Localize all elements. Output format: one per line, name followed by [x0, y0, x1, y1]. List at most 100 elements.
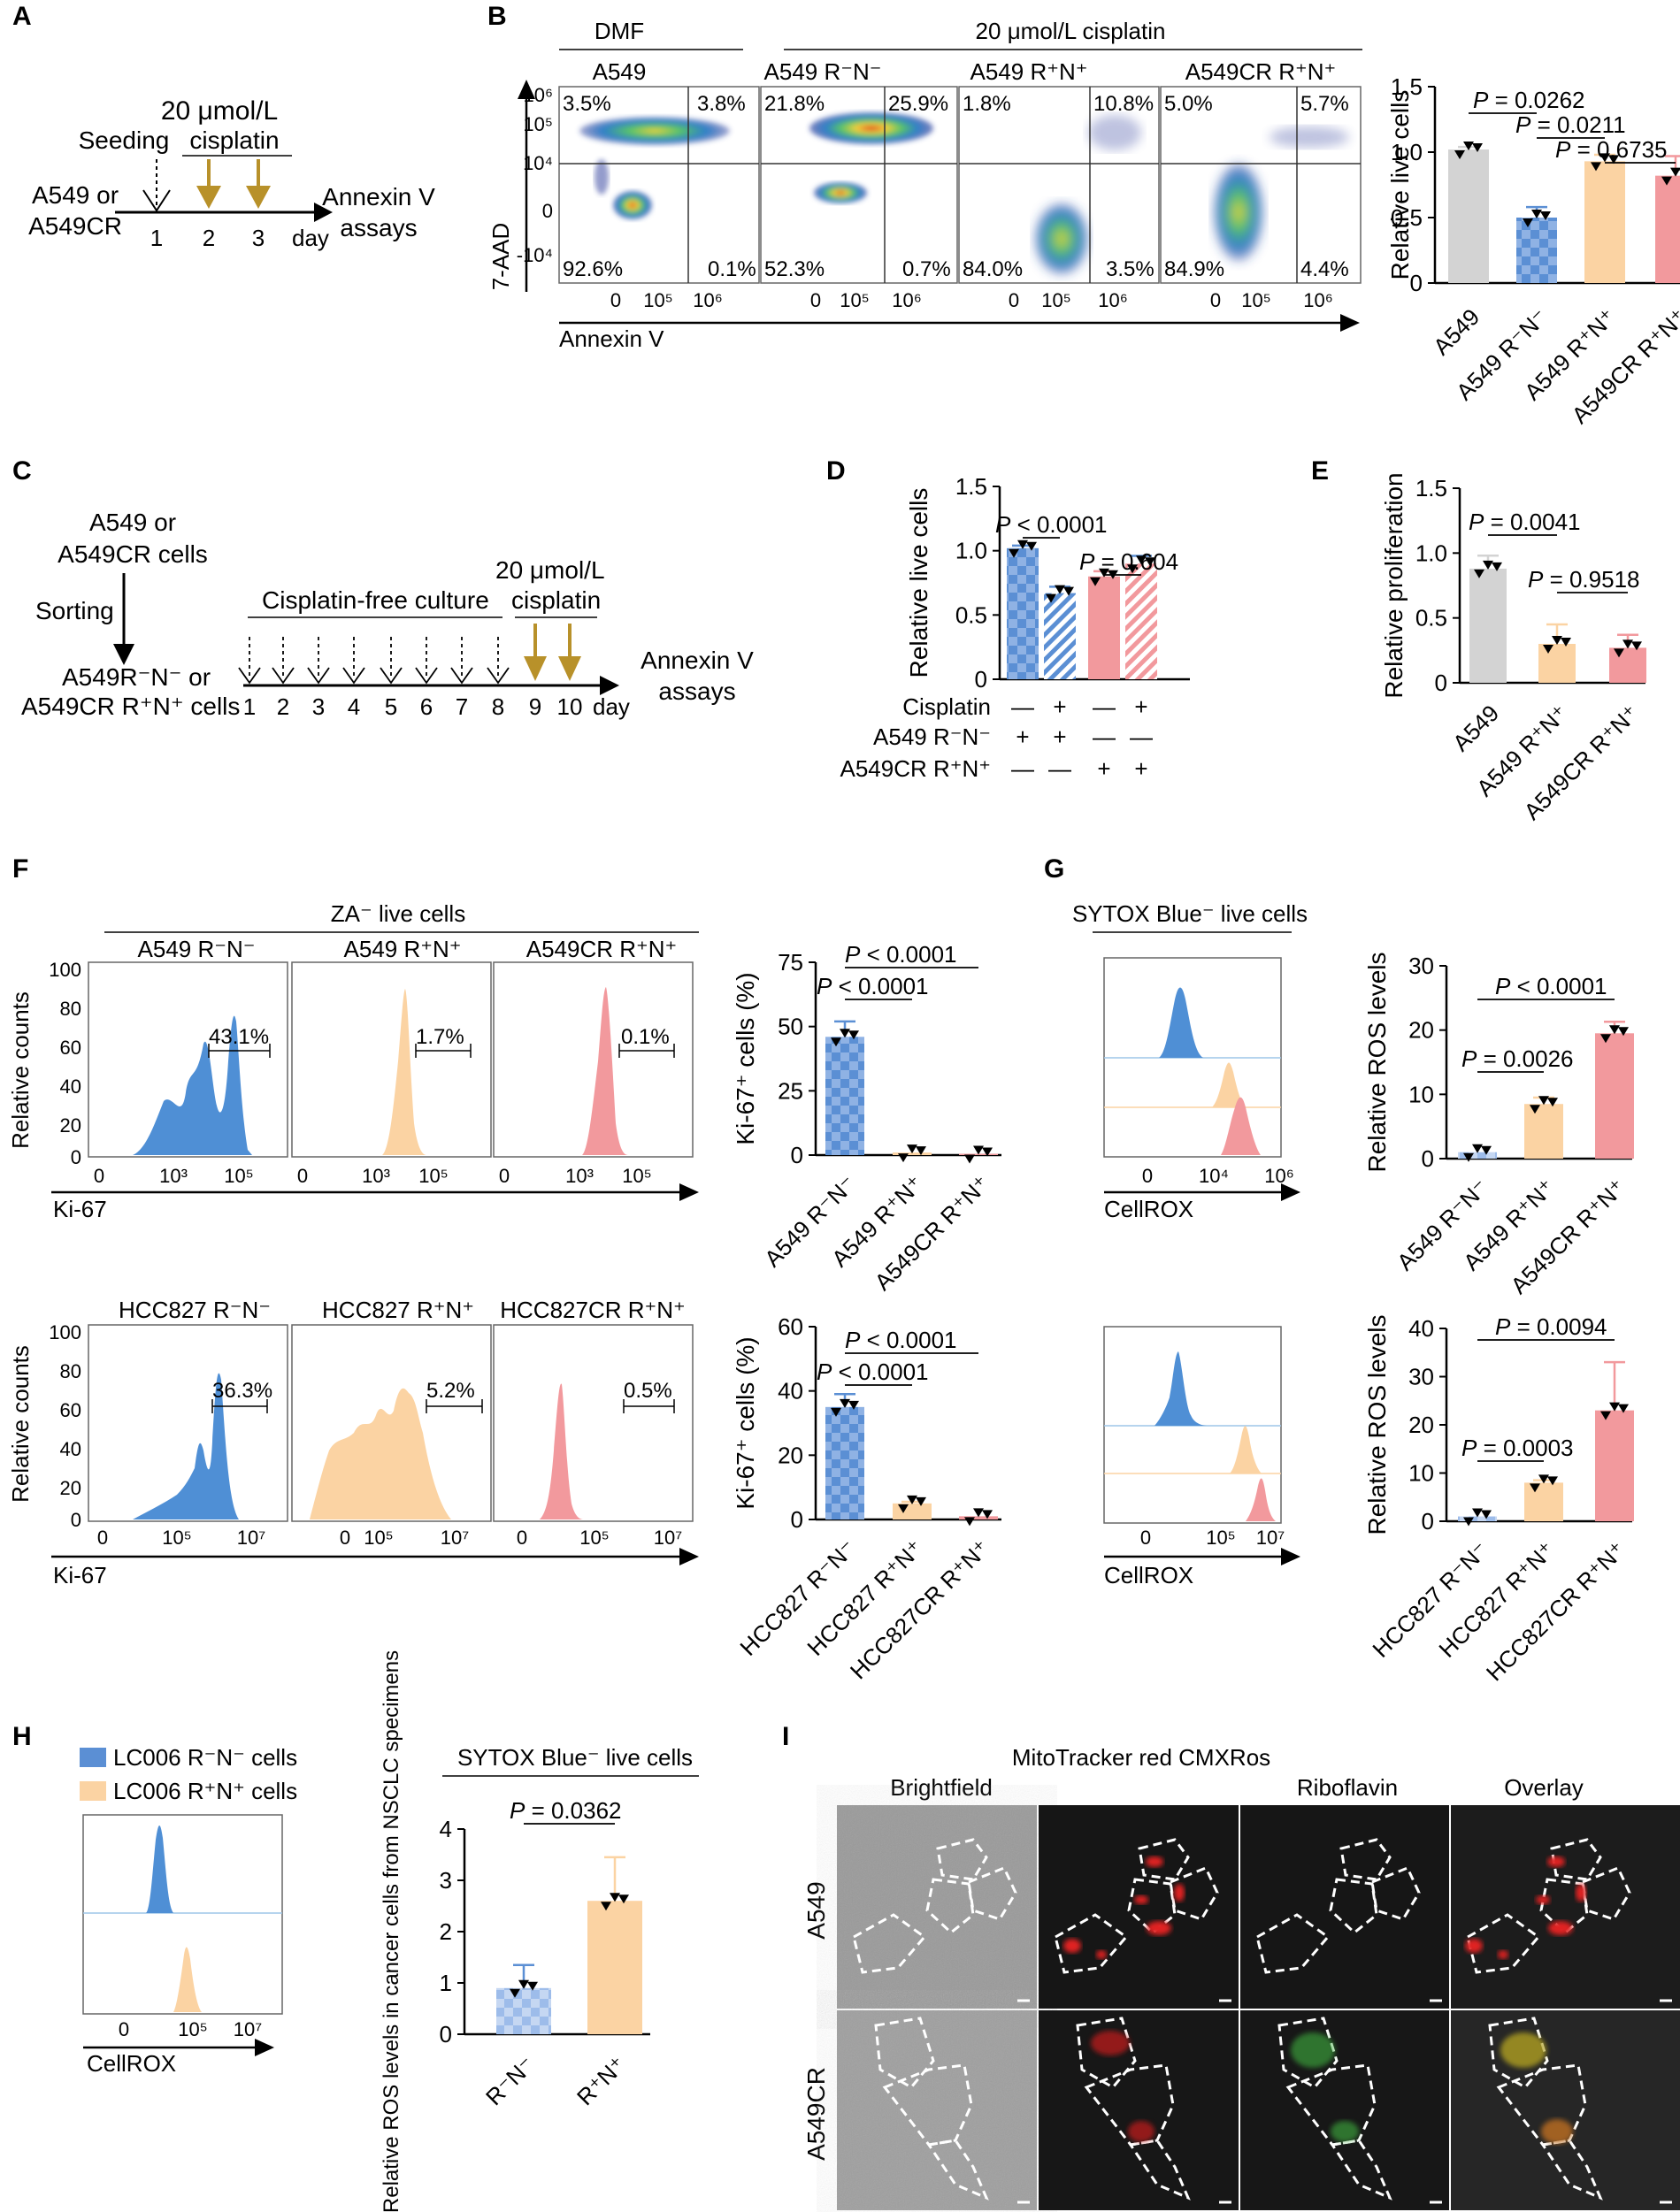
f-bot-hist-3 [540, 1383, 584, 1519]
ytick: 0 [71, 1509, 81, 1531]
y-tick-label: 3 [440, 1867, 452, 1894]
data-point [1492, 562, 1502, 571]
data-point [1017, 540, 1028, 549]
panel-c-sorted-2: A549CR R⁺N⁺ cells [21, 693, 240, 720]
panel-a-cells-1: A549 or [32, 181, 119, 209]
f-bot-gates [211, 1399, 675, 1413]
data-point [907, 1495, 917, 1504]
y-tick-label: 1.0 [1415, 540, 1447, 566]
data-point [1472, 143, 1483, 153]
day: 5 [385, 693, 397, 720]
xtick: 10³ [362, 1165, 390, 1187]
panel-f-histograms: ZA⁻ live cells A549 R⁻N⁻ A549 R⁺N⁺ A549C… [7, 900, 699, 1588]
xtick: 10⁵ [622, 1165, 652, 1187]
y-tick-label: 30 [1408, 953, 1434, 979]
flow-plot-1 [558, 86, 760, 284]
bar [1609, 647, 1646, 683]
ytick: 80 [60, 998, 81, 1020]
seeding-arrow [142, 159, 171, 212]
y-tick-label: 50 [778, 1014, 803, 1040]
data-point [1530, 1105, 1540, 1114]
xtick: 0 [94, 1165, 104, 1187]
day: 9 [529, 693, 541, 720]
panel-c-cells-1: A549 or [89, 509, 176, 536]
p-value: P = 0.0041 [1469, 509, 1581, 535]
data-point [1009, 548, 1019, 558]
y-tick-label: 0 [1410, 270, 1423, 296]
data-point [1531, 210, 1542, 218]
data-point [848, 1400, 859, 1410]
table-row-label: A549 R⁻N⁻ [873, 723, 991, 750]
panel-c-cells-2: A549CR cells [58, 540, 208, 568]
data-point [1523, 218, 1533, 227]
xtick: 10⁶ [693, 289, 723, 311]
panel-c-arrows [238, 624, 581, 685]
bar [1524, 1104, 1563, 1159]
culture-arrowhead [487, 667, 510, 685]
p-value: P < 0.0001 [817, 1359, 929, 1385]
table-mark: + [1134, 755, 1147, 782]
data-point [982, 1147, 993, 1157]
table-mark: + [1053, 693, 1066, 720]
g-bot-hist-3 [1246, 1478, 1276, 1521]
flow-xlabel: Annexin V [559, 325, 664, 352]
p-value: P = 0.0362 [510, 1797, 622, 1824]
y-tick-label: 2 [440, 1918, 452, 1945]
flow-title-2: A549 R⁻N⁻ [764, 58, 882, 85]
panel-c-dose-2: cisplatin [511, 586, 601, 614]
data-point [1481, 1145, 1492, 1155]
panel-label-a: A [12, 2, 32, 31]
data-point [982, 1510, 993, 1519]
x-tick-label: HCC827 R⁺N⁺ [802, 1535, 928, 1661]
q4-ul: 5.0% [1164, 92, 1213, 116]
p-value: P = 0.0003 [1461, 1435, 1574, 1461]
flow-ylabel: 7-AAD [487, 223, 514, 291]
xtick: 0 [340, 1527, 350, 1549]
f-top-title-3: A549CR R⁺N⁺ [526, 936, 678, 962]
xtick: 0 [499, 1165, 510, 1187]
data-point [1474, 569, 1484, 578]
h-bar-title: SYTOX Blue⁻ live cells [457, 1744, 693, 1771]
ytick: 20 [60, 1114, 81, 1137]
panel-b-group-cis: 20 μmol/L cisplatin [976, 18, 1166, 44]
panel-a-seeding: Seeding [79, 126, 170, 154]
flow-title-3: A549 R⁺N⁺ [970, 58, 1088, 85]
ytick: 0 [71, 1146, 81, 1168]
xtick: 10⁵ [178, 2018, 208, 2040]
table-mark: + [1016, 723, 1029, 750]
q2-lr: 0.7% [902, 257, 951, 281]
panel-c-timeline: A549 or A549CR cells Sorting A549R⁻N⁻ or… [21, 509, 754, 720]
data-point [1547, 1476, 1558, 1486]
bar [825, 1406, 864, 1519]
flow-plot-3 [958, 86, 1160, 284]
f-top-hist-1 [133, 1015, 252, 1155]
y-axis-label: Ki-67⁺ cells (%) [732, 972, 759, 1144]
xtick: 10³ [565, 1165, 594, 1187]
y-tick-label: 25 [778, 1077, 803, 1104]
cisplatin-arrow-day2 [196, 159, 221, 209]
data-point [1608, 155, 1619, 165]
i-a549-riboflavin [1240, 1805, 1449, 2009]
q3-ul: 1.8% [963, 92, 1011, 116]
xtick: 10⁵ [224, 1165, 254, 1187]
bar [1448, 149, 1489, 283]
x-tick-label: HCC827 R⁻N⁻ [734, 1535, 861, 1661]
data-point [1472, 1508, 1483, 1518]
i-row-2: A549CR [802, 2067, 830, 2161]
y-tick-label: 1.5 [1415, 475, 1447, 501]
xtick: 10⁵ [579, 1527, 610, 1549]
data-point [848, 1030, 859, 1040]
ytick: -10⁴ [517, 244, 553, 266]
y-tick-label: 20 [778, 1442, 803, 1468]
chart-f-bottom-ki67: 0 20 40 60 Ki-67⁺ cells (%) HCC827 R⁻N⁻HCC827… [732, 1313, 1001, 1684]
xtick: 10⁵ [1206, 1527, 1236, 1549]
data-point [1538, 1096, 1549, 1106]
table-mark: — [1130, 723, 1153, 750]
y-tick-label: 0 [791, 1142, 803, 1168]
y-tick-label: 1.5 [1391, 73, 1423, 100]
panel-b-group-dmf: DMF [595, 18, 644, 44]
data-point [610, 1893, 620, 1902]
data-point [1591, 162, 1601, 172]
panel-label-g: G [1044, 854, 1064, 884]
